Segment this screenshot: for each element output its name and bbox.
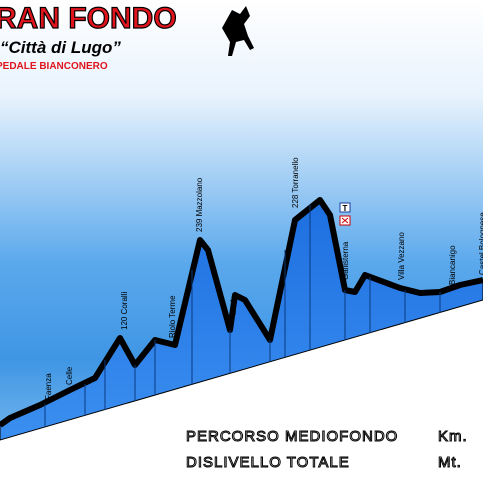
place-label: Gallisterna: [341, 241, 350, 280]
place-label: Biancanigo: [448, 245, 457, 285]
svg-text:T: T: [343, 204, 348, 213]
title: RAN FONDO: [0, 2, 177, 35]
route-label: PERCORSO MEDIOFONDO: [186, 428, 398, 445]
start-icons: T: [339, 202, 351, 226]
profile-outline: [0, 197, 483, 428]
place-label: Faenza: [44, 373, 53, 400]
place-label: Celle: [65, 366, 74, 385]
place-label: 239 Mazzolano: [195, 177, 204, 232]
climb-unit: Mt.: [438, 454, 462, 471]
place-label: 120 Corallì: [120, 291, 129, 330]
climb-label: DISLIVELLO TOTALE: [186, 454, 350, 471]
subtitle: “Città di Lugo”: [0, 38, 121, 57]
horse-logo: [222, 6, 254, 56]
place-label: Villa Vezzano: [397, 232, 406, 280]
profile-sections: [44, 205, 441, 427]
place-label: Riolo Terme: [168, 295, 177, 338]
place-label: 228 Torranello: [291, 157, 300, 208]
club: PEDALE BIANCONERO: [0, 61, 108, 72]
ground: [0, 300, 483, 480]
place-label: Castel Bolognese: [478, 212, 483, 275]
place-label: Imola: [229, 295, 238, 315]
route-unit: Km.: [438, 428, 468, 445]
